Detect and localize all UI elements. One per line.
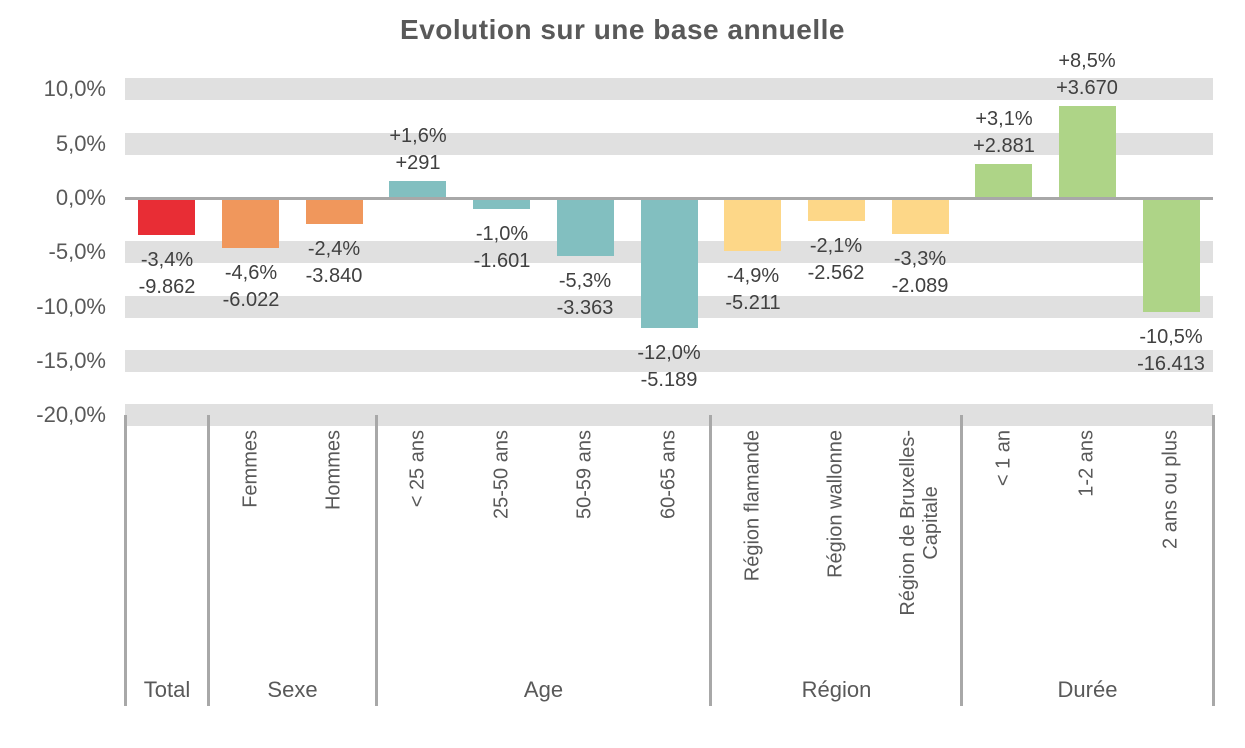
data-label-count: -2.562 (807, 262, 865, 284)
y-axis-tick-label: -15,0% (36, 348, 106, 373)
data-label-count: +291 (395, 152, 441, 174)
data-label-count: -5.211 (725, 292, 781, 314)
data-label-percent: -1,0% (475, 223, 529, 245)
bar-1-2-ans (1059, 106, 1116, 198)
group-separator-line (960, 415, 963, 706)
data-label-count: -3.363 (556, 297, 614, 319)
data-label-count: +3.670 (1056, 77, 1118, 99)
category-axis-label: 2 ans ou plus (1159, 430, 1182, 549)
bar--1-an (975, 164, 1032, 198)
data-label-percent: -5,3% (558, 270, 612, 292)
data-label: +3,1% +2.881 (929, 106, 1079, 160)
data-label-count: -16.413 (1137, 353, 1205, 375)
y-axis-tick-label: -20,0% (36, 402, 106, 427)
data-label-percent: -10,5% (1139, 326, 1203, 348)
gridline-band (125, 133, 1213, 155)
data-label-percent: -4,6% (224, 262, 278, 284)
category-axis-label: 1-2 ans (1075, 430, 1098, 497)
data-label-percent: -3,3% (893, 248, 947, 270)
category-axis-label: Femmes (239, 430, 262, 508)
data-label-percent: -3,4% (140, 249, 194, 271)
group-separator-line (207, 415, 210, 706)
gridline-band (125, 78, 1213, 100)
y-axis-tick-label: -10,0% (36, 294, 106, 319)
data-label: -4,9% -5.211 (678, 263, 828, 317)
data-label-count: -5.189 (640, 369, 698, 391)
gridline-band (125, 404, 1213, 426)
data-label-percent: -2,4% (307, 238, 361, 260)
bar--25-ans (389, 181, 446, 198)
category-axis-label: < 1 an (992, 430, 1015, 487)
data-label-percent: +3,1% (975, 108, 1033, 130)
data-label-percent: +8,5% (1058, 50, 1116, 72)
data-label-percent: -12,0% (637, 342, 701, 364)
bar-50-59-ans (557, 198, 614, 256)
y-axis-tick-label: -5,0% (48, 239, 106, 264)
category-axis-label: < 25 ans (406, 430, 429, 508)
bar-25-50-ans (473, 198, 530, 209)
data-label: -2,4% -3.840 (259, 236, 409, 290)
group-separator-line (1212, 415, 1215, 706)
group-label: Sexe (267, 677, 318, 702)
data-label: -5,3% -3.363 (510, 268, 660, 322)
data-label: -3,4% -9.862 (92, 247, 242, 301)
bar-60-65-ans (641, 198, 698, 328)
data-label-percent: -4,9% (726, 265, 780, 287)
bar-r-gion-flamande (724, 198, 781, 251)
category-axis-label: 25-50 ans (490, 430, 513, 519)
group-label: Durée (1057, 677, 1118, 702)
data-label: -1,0% -1.601 (427, 221, 577, 275)
group-separator-line (709, 415, 712, 706)
data-label-count: -6.022 (222, 289, 280, 311)
bar-total (138, 198, 195, 235)
data-label: -4,6% -6.022 (176, 260, 326, 314)
category-axis-label: 60-65 ans (657, 430, 680, 519)
group-label: Région (801, 677, 872, 702)
bar-2-ans-ou-plus (1143, 198, 1200, 312)
data-label-percent: -2,1% (809, 235, 863, 257)
chart-title: Evolution sur une base annuelle (400, 14, 845, 45)
category-axis-label: 50-59 ans (573, 430, 596, 519)
bar-hommes (306, 198, 363, 224)
data-label: -3,3% -2.089 (845, 246, 995, 300)
data-label-count: +2.881 (973, 135, 1035, 157)
y-axis-tick-label: 10,0% (43, 76, 106, 101)
data-label-count: -1.601 (473, 250, 531, 272)
data-label-percent: +1,6% (389, 125, 447, 147)
y-axis-tick-label: 5,0% (55, 131, 106, 156)
data-label: +1,6% +291 (343, 123, 493, 177)
data-label: -10,5% -16.413 (1096, 324, 1245, 378)
data-label-count: -2.089 (891, 275, 949, 297)
zero-axis-line (125, 197, 1213, 200)
category-axis-label: Hommes (322, 430, 345, 511)
bar-femmes (222, 198, 279, 248)
bar-r-gion-de-bruxelles-capitale (892, 198, 949, 234)
gridline-band (125, 350, 1213, 372)
y-axis-tick-label: 0,0% (55, 185, 106, 210)
data-label: -2,1% -2.562 (761, 233, 911, 287)
bar-r-gion-wallonne (808, 198, 865, 221)
group-separator-line (375, 415, 378, 706)
data-label-count: -9.862 (138, 276, 196, 298)
group-label: Age (523, 677, 564, 702)
data-label: -12,0% -5.189 (594, 340, 744, 394)
data-label-count: -3.840 (305, 265, 363, 287)
data-label: +8,5% +3.670 (1012, 48, 1162, 102)
category-axis-label: Région wallonne (824, 430, 847, 578)
category-axis-label: Région de Bruxelles- Capitale (897, 430, 942, 616)
group-separator-line (124, 415, 127, 706)
group-label: Total (143, 677, 191, 702)
category-axis-label: Région flamande (741, 430, 764, 582)
